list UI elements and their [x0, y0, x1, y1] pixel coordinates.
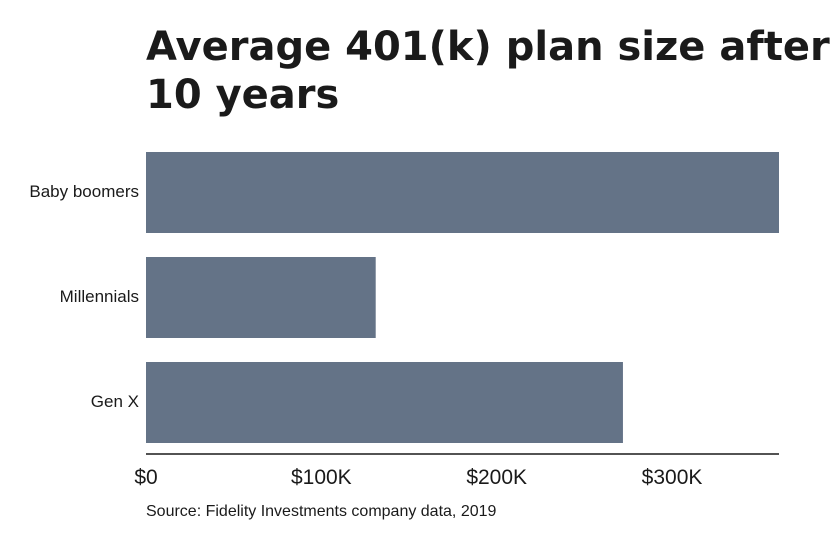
x-tick-label: $100K: [291, 466, 352, 489]
category-label-millennials: Millennials: [60, 287, 139, 306]
category-labels: Baby boomers Millennials Gen X: [29, 182, 139, 411]
chart-title-line-2: 10 years: [146, 72, 339, 118]
bar-millennials: [146, 257, 376, 338]
x-tick-label: $200K: [466, 466, 527, 489]
source-note: Source: Fidelity Investments company dat…: [146, 503, 497, 520]
chart-title-line-1: Average 401(k) plan size after: [146, 24, 830, 70]
bar-gen-x: [146, 362, 623, 443]
category-label-gen-x: Gen X: [91, 392, 139, 411]
x-tick-label: $300K: [642, 466, 703, 489]
bars-group: [146, 152, 779, 443]
x-tick-label: $0: [134, 466, 157, 489]
category-label-baby-boomers: Baby boomers: [29, 182, 139, 201]
bar-baby-boomers: [146, 152, 779, 233]
x-tick-labels: $0 $100K $200K $300K: [134, 466, 702, 489]
